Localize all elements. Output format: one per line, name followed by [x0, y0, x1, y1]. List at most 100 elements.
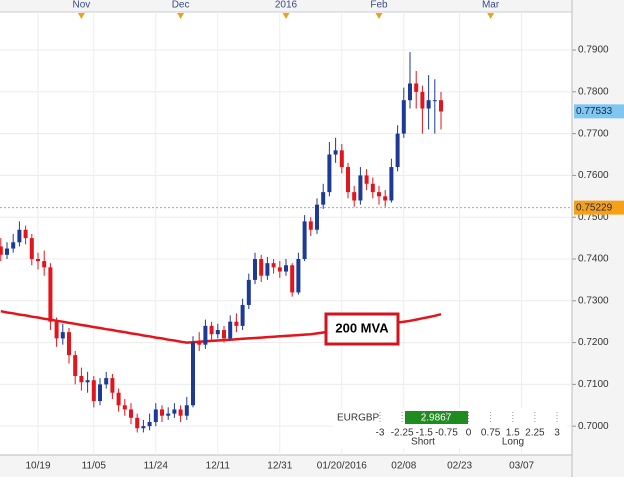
- gauge-tick-label: -3: [376, 428, 385, 439]
- candle-body: [284, 265, 288, 272]
- candle-body: [339, 150, 344, 168]
- candle-body: [395, 133, 400, 168]
- y-tick-label: 0.7400: [578, 254, 609, 265]
- candle-body: [11, 242, 16, 249]
- candle-body: [60, 332, 65, 339]
- candle-body: [36, 258, 40, 262]
- candle-body: [346, 167, 350, 193]
- candle-body: [147, 421, 152, 427]
- candle-body: [178, 409, 183, 416]
- candle-body: [104, 378, 109, 385]
- candle-body: [364, 175, 369, 184]
- candle-body: [91, 380, 96, 402]
- y-tick-label: 0.7200: [578, 337, 609, 348]
- period-marker: [177, 13, 185, 19]
- candle-body: [408, 83, 412, 101]
- candle-body: [321, 192, 326, 205]
- candle-body: [116, 392, 121, 406]
- sentiment-value: 2.9867: [421, 413, 452, 424]
- candle-body: [234, 321, 239, 326]
- candle-body: [253, 258, 257, 280]
- y-tick-label: 0.7700: [578, 128, 609, 139]
- candle-body: [67, 332, 71, 356]
- candle-body: [439, 100, 443, 112]
- price-marker-label: 0.75229: [576, 202, 613, 213]
- candle-body: [377, 192, 381, 197]
- candle-body: [432, 100, 437, 102]
- gauge-tick-label: 2.25: [525, 428, 545, 439]
- candle-body: [315, 204, 319, 230]
- top-axis-label: 2016: [275, 0, 298, 11]
- candle-body: [265, 263, 270, 276]
- gauge-tick-label: 1.5: [506, 428, 520, 439]
- y-tick-label: 0.7000: [578, 421, 609, 432]
- candle-body: [290, 265, 295, 293]
- candle-body: [383, 196, 388, 201]
- candle-body: [98, 384, 102, 402]
- candle-body: [426, 100, 431, 109]
- candle-body: [54, 321, 59, 339]
- candle-body: [0, 246, 3, 255]
- candle-body: [184, 405, 189, 416]
- top-axis-label: Nov: [73, 0, 91, 11]
- top-axis-label: Mar: [482, 0, 500, 11]
- candle-body: [240, 304, 245, 326]
- candle-body: [79, 376, 84, 383]
- x-tick-label: 03/07: [509, 461, 534, 472]
- y-tick-label: 0.7500: [578, 212, 609, 223]
- candle-body: [209, 325, 214, 335]
- candle-body: [401, 100, 406, 134]
- candle-body: [23, 229, 28, 239]
- candle-body: [414, 83, 419, 92]
- candle-body: [85, 380, 90, 383]
- y-tick-label: 0.7800: [578, 86, 609, 97]
- price-marker: [574, 104, 624, 119]
- candle-body: [110, 378, 115, 393]
- candle-body: [5, 248, 9, 255]
- candle-body: [370, 183, 375, 193]
- price-axis-panel: [572, 0, 624, 477]
- x-tick-label: 11/24: [144, 461, 169, 472]
- y-tick-label: 0.7900: [578, 45, 609, 56]
- candle-body: [166, 413, 171, 416]
- candle-body: [153, 409, 158, 422]
- y-tick-label: 0.7600: [578, 170, 609, 181]
- gauge-tick-label: -1.5: [416, 428, 434, 439]
- candle-body: [352, 192, 357, 201]
- period-marker: [375, 13, 383, 19]
- price-marker: [574, 200, 624, 215]
- candle-body: [203, 325, 208, 345]
- top-axis-label: Feb: [370, 0, 388, 11]
- gauge-tick-label: 0: [466, 428, 472, 439]
- x-tick-label: 01/20/2016: [317, 461, 367, 472]
- annotation-label: 200 MVA: [335, 320, 389, 335]
- candle-body: [358, 175, 363, 201]
- top-axis-label: Dec: [172, 0, 190, 11]
- candle-body: [271, 263, 276, 268]
- candle-body: [172, 409, 177, 414]
- top-axis-panel: [0, 0, 572, 12]
- candle-body: [246, 279, 251, 305]
- gauge-short: Short: [411, 437, 435, 448]
- candle-body: [308, 221, 313, 230]
- candle-body: [17, 229, 22, 243]
- candle-body: [259, 258, 264, 276]
- x-tick-label: 02/23: [447, 461, 472, 472]
- period-marker: [282, 13, 290, 19]
- x-tick-label: 11/05: [82, 461, 107, 472]
- gauge-long: Long: [502, 437, 524, 448]
- candle-body: [197, 342, 202, 345]
- period-marker: [487, 13, 495, 19]
- candle-body: [29, 238, 34, 259]
- candle-body: [389, 167, 394, 201]
- gauge-tick-label: 3: [554, 428, 560, 439]
- sentiment-symbol: EURGBP: [337, 413, 380, 424]
- period-marker: [77, 13, 85, 19]
- candle-body: [222, 330, 226, 339]
- candle-body: [420, 91, 425, 109]
- bottom-axis-panel: [0, 455, 572, 477]
- gauge-tick-label: 0.75: [481, 428, 501, 439]
- candle-body: [327, 154, 332, 193]
- annotation-box: [324, 312, 400, 346]
